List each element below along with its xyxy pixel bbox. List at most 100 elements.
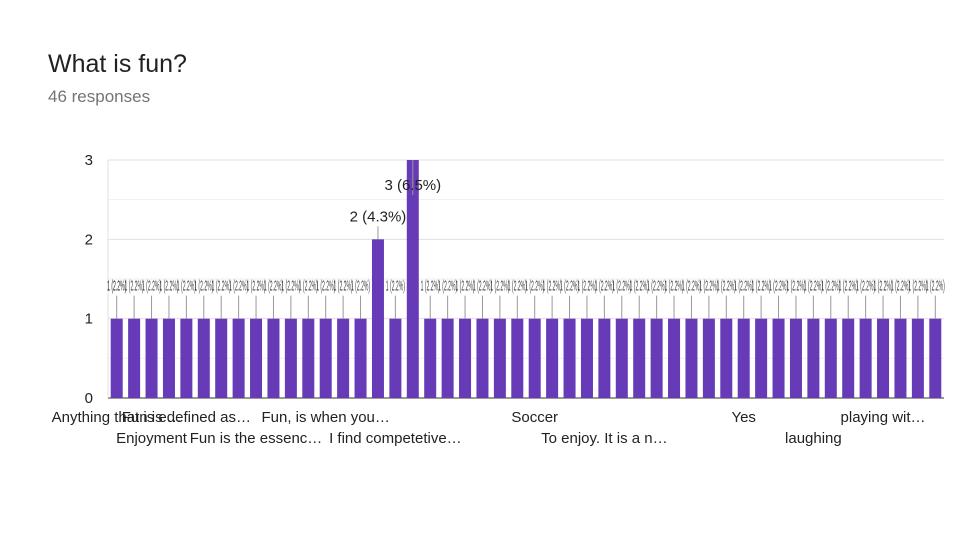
x-category-label: Yes: [731, 409, 755, 426]
data-label: 1 (2.2%): [612, 278, 631, 295]
bar: [842, 318, 855, 398]
bar: [128, 318, 141, 398]
question-title: What is fun?: [48, 50, 187, 78]
bar: [302, 318, 315, 398]
bar: [511, 318, 524, 398]
data-label: 1 (2.2%): [577, 278, 596, 295]
bar: [215, 318, 228, 398]
response-count: 46 responses: [48, 87, 151, 106]
bar: [650, 318, 663, 398]
data-label: 1 (2.2%): [543, 278, 562, 295]
bar: [911, 318, 924, 398]
data-label: 1 (2.2%): [508, 278, 527, 295]
data-label: 2 (4.3%): [350, 208, 407, 225]
data-label: 1 (2.2%): [856, 278, 875, 295]
bar: [337, 318, 350, 398]
data-label: 1 (2.2%): [473, 278, 492, 295]
bar: [563, 318, 576, 398]
y-tick-label: 1: [85, 311, 93, 328]
data-label: 1 (2.2%): [699, 278, 718, 295]
bar: [789, 318, 802, 398]
bar: [406, 160, 419, 398]
data-label: 1 (2.2%): [246, 278, 265, 295]
x-category-label: Soccer: [511, 409, 558, 426]
data-label: 1 (2.2%): [351, 278, 370, 295]
bar: [546, 318, 559, 398]
bar: [633, 318, 646, 398]
bar: [110, 318, 123, 398]
data-label: 1 (2.2%): [682, 278, 701, 295]
data-label: 1 (2.2%): [664, 278, 683, 295]
data-label: 3 (6.5%): [384, 177, 441, 194]
bar: [737, 318, 750, 398]
bar: [232, 318, 245, 398]
bar: [894, 318, 907, 398]
bar: [580, 318, 593, 398]
y-tick-label: 2: [85, 231, 93, 248]
data-label: 1 (2.2%): [194, 278, 213, 295]
bar: [250, 318, 263, 398]
x-category-label: Fun is defined as…: [122, 409, 251, 426]
data-label: 1 (2.2%): [752, 278, 771, 295]
data-label: 1 (2.2%): [438, 278, 457, 295]
bar: [162, 318, 175, 398]
bar: [180, 318, 193, 398]
data-label: 1 (2.2%): [525, 278, 544, 295]
bar: [668, 318, 681, 398]
bar: [598, 318, 611, 398]
data-label: 1 (2.2%): [560, 278, 579, 295]
data-label: 1 (2.2%): [334, 278, 353, 295]
data-label: 1 (2.2%): [142, 278, 161, 295]
data-label: 1 (2.2%): [281, 278, 300, 295]
bar: [859, 318, 872, 398]
bar: [493, 318, 506, 398]
bar: [615, 318, 628, 398]
data-label: 1 (2.2%): [455, 278, 474, 295]
data-label: 1 (2.2%): [891, 278, 910, 295]
data-label: 1 (2.2%): [177, 278, 196, 295]
data-label: 1 (2.2%): [769, 278, 788, 295]
bar: [267, 318, 280, 398]
data-label: 1 (2.2%): [926, 278, 945, 295]
bar: [702, 318, 715, 398]
data-label: 1 (2.2%): [107, 278, 126, 295]
y-tick-label: 0: [85, 390, 93, 407]
bar: [354, 318, 367, 398]
data-label: 1 (2.2%): [821, 278, 840, 295]
data-label: 1 (2.2%): [386, 278, 405, 295]
bar: [441, 318, 454, 398]
data-label: 1 (2.2%): [734, 278, 753, 295]
x-category-label: Fun is the essenc…: [190, 430, 323, 447]
data-label: 1 (2.2%): [316, 278, 335, 295]
bar: [371, 239, 384, 398]
y-tick-label: 3: [85, 152, 93, 169]
data-label: 1 (2.2%): [229, 278, 248, 295]
x-category-label: laughing: [785, 430, 842, 447]
data-label: 1 (2.2%): [299, 278, 318, 295]
bar: [424, 318, 437, 398]
data-label: 1 (2.2%): [873, 278, 892, 295]
bar: [459, 318, 472, 398]
data-label: 1 (2.2%): [647, 278, 666, 295]
data-label: 1 (2.2%): [595, 278, 614, 295]
bar: [720, 318, 733, 398]
x-category-label: Fun, is when you…: [262, 409, 390, 426]
data-label: 1 (2.2%): [490, 278, 509, 295]
data-label: 1 (2.2%): [159, 278, 178, 295]
bar: [528, 318, 541, 398]
x-category-label: playing wit…: [841, 409, 926, 426]
data-label: 1 (2.2%): [630, 278, 649, 295]
data-label: 1 (2.2%): [786, 278, 805, 295]
x-category-label: To enjoy. It is a n…: [541, 430, 667, 447]
bar: [197, 318, 210, 398]
data-label: 1 (2.2%): [908, 278, 927, 295]
bar: [476, 318, 489, 398]
data-label: 1 (2.2%): [839, 278, 858, 295]
x-category-label: I find competetive…: [329, 430, 462, 447]
x-category-label: Enjoyment: [116, 430, 188, 447]
bar: [755, 318, 768, 398]
data-label: 1 (2.2%): [264, 278, 283, 295]
bar: [824, 318, 837, 398]
bar: [877, 318, 890, 398]
